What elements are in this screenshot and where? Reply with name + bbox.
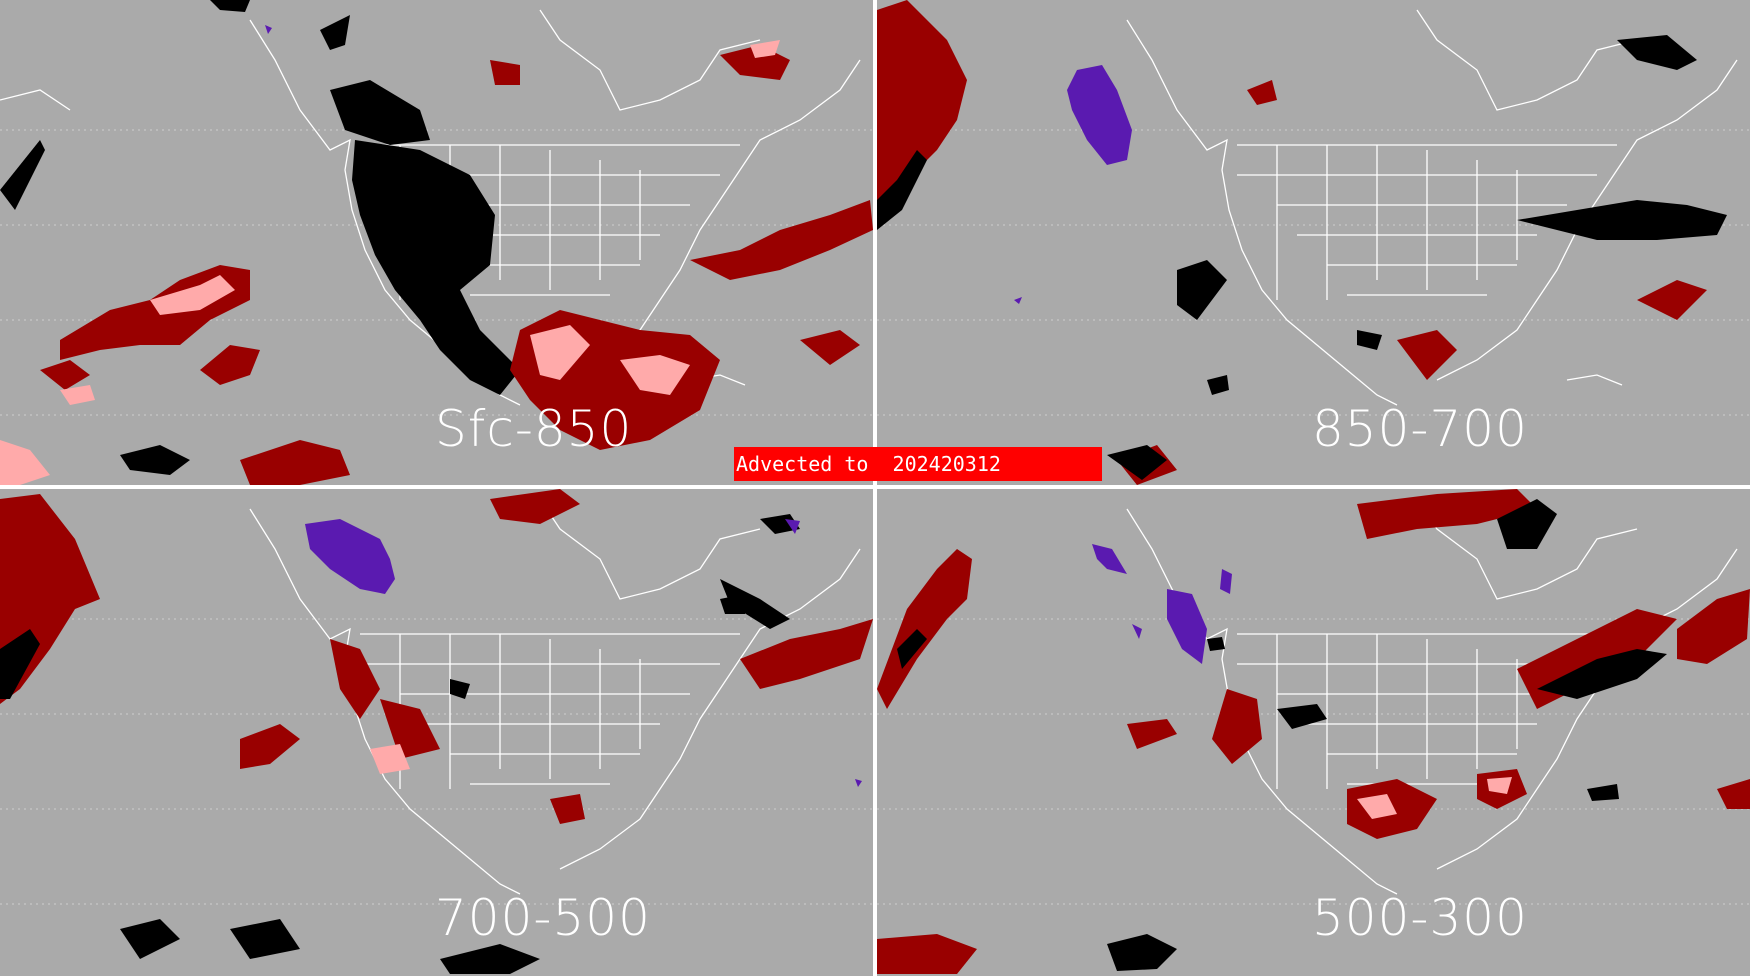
region-black [0, 514, 800, 974]
layer-label: Sfc-850 [435, 400, 633, 458]
region-purple [1014, 65, 1132, 304]
layer-label: 850-700 [1312, 400, 1528, 458]
region-purple [305, 519, 862, 787]
region-black [897, 499, 1667, 971]
panel-850-700: 850-700 [877, 0, 1750, 485]
region-black [877, 35, 1727, 480]
horizontal-divider [0, 485, 1750, 489]
layer-label: 700-500 [435, 889, 651, 947]
advected-banner: Advected to 202420312 [734, 447, 1102, 481]
map-700-500 [0, 489, 873, 974]
map-500-300 [877, 489, 1750, 974]
region-pink [1357, 777, 1512, 819]
region-pink [370, 744, 410, 774]
map-sfc-850 [0, 0, 873, 485]
region-pink [0, 40, 780, 485]
map-850-700 [877, 0, 1750, 485]
layer-label: 500-300 [1312, 889, 1528, 947]
panel-500-300: 500-300 [877, 489, 1750, 976]
panel-700-500: 700-500 [0, 489, 873, 976]
coastline [1126, 9, 1738, 406]
coastline [1126, 498, 1738, 895]
panel-sfc-850: Sfc-850 [0, 0, 873, 485]
region-black [0, 0, 520, 475]
region-purple [1092, 544, 1232, 664]
